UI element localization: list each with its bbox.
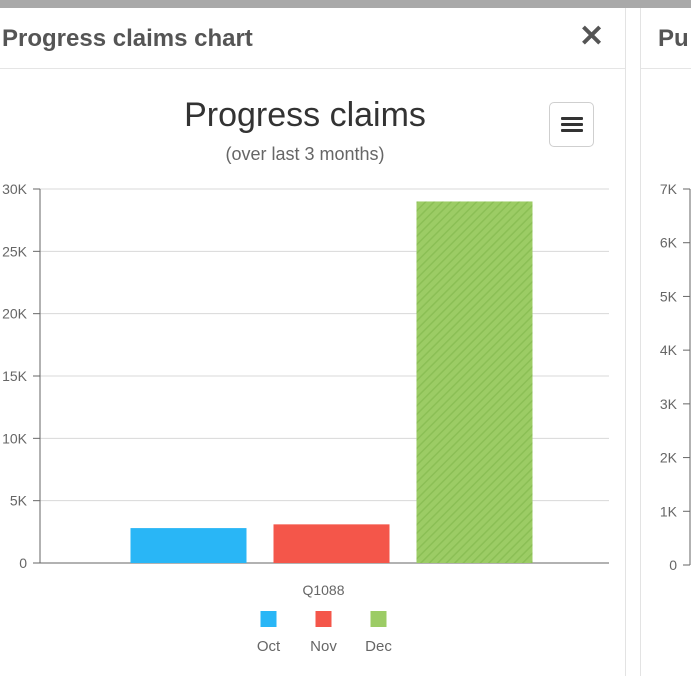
chart-subtitle: (over last 3 months) [225,144,384,164]
y-tick-label: 10K [2,430,28,446]
chart-menu-button[interactable] [549,102,594,147]
hamburger-menu-icon [561,117,583,120]
progress-claims-chart: Progress claims (over last 3 months) 0 5K 10… [2,96,609,655]
y-tick-label-2: 4K [660,342,678,358]
bar-nov [273,524,390,563]
chart-title: Progress claims [184,96,426,134]
y-tick-label-2: 2K [660,450,678,466]
hamburger-line [561,123,583,126]
y-tick-label: 0 [19,555,27,571]
y-tick-label: 20K [2,306,28,322]
y-tick-label: 5K [10,493,28,509]
bar-dec [416,201,533,563]
y-tick-label-2: 5K [660,288,678,304]
hamburger-line [561,129,583,132]
y-tick-label-2: 7K [660,181,678,197]
panel2-title: Pu [658,25,689,52]
y-tick-label-2: 6K [660,235,678,251]
legend-swatch-oct [260,611,277,627]
legend-swatch-dec [370,611,387,627]
panel-title: Progress claims chart [2,25,253,52]
y-tick-label-2: 1K [660,503,678,519]
legend-label-oct: Oct [257,638,281,655]
second-panel: Pu 0 1K 2K 3K 4K 5K 6K 7K [640,8,691,676]
close-icon[interactable]: ✕ [579,20,605,53]
legend-swatch-nov [315,611,332,627]
bar-oct [130,528,247,563]
y-tick-label: 25K [2,243,28,259]
top-border [0,0,691,8]
y-tick-label-2: 3K [660,396,678,412]
legend-label-dec: Dec [365,638,392,655]
progress-claims-panel: Progress claims chart ✕ Progress claims (… [0,8,626,676]
legend-label-nov: Nov [310,638,337,655]
second-chart: 0 1K 2K 3K 4K 5K 6K 7K [660,181,691,573]
panel-header: Progress claims chart ✕ [0,8,625,69]
panel2-header: Pu [641,8,691,69]
y-tick-label: 15K [2,368,28,384]
y-tick-label: 30K [2,181,28,197]
y-tick-label-2: 0 [669,557,677,573]
x-category-label: Q1088 [302,582,344,598]
